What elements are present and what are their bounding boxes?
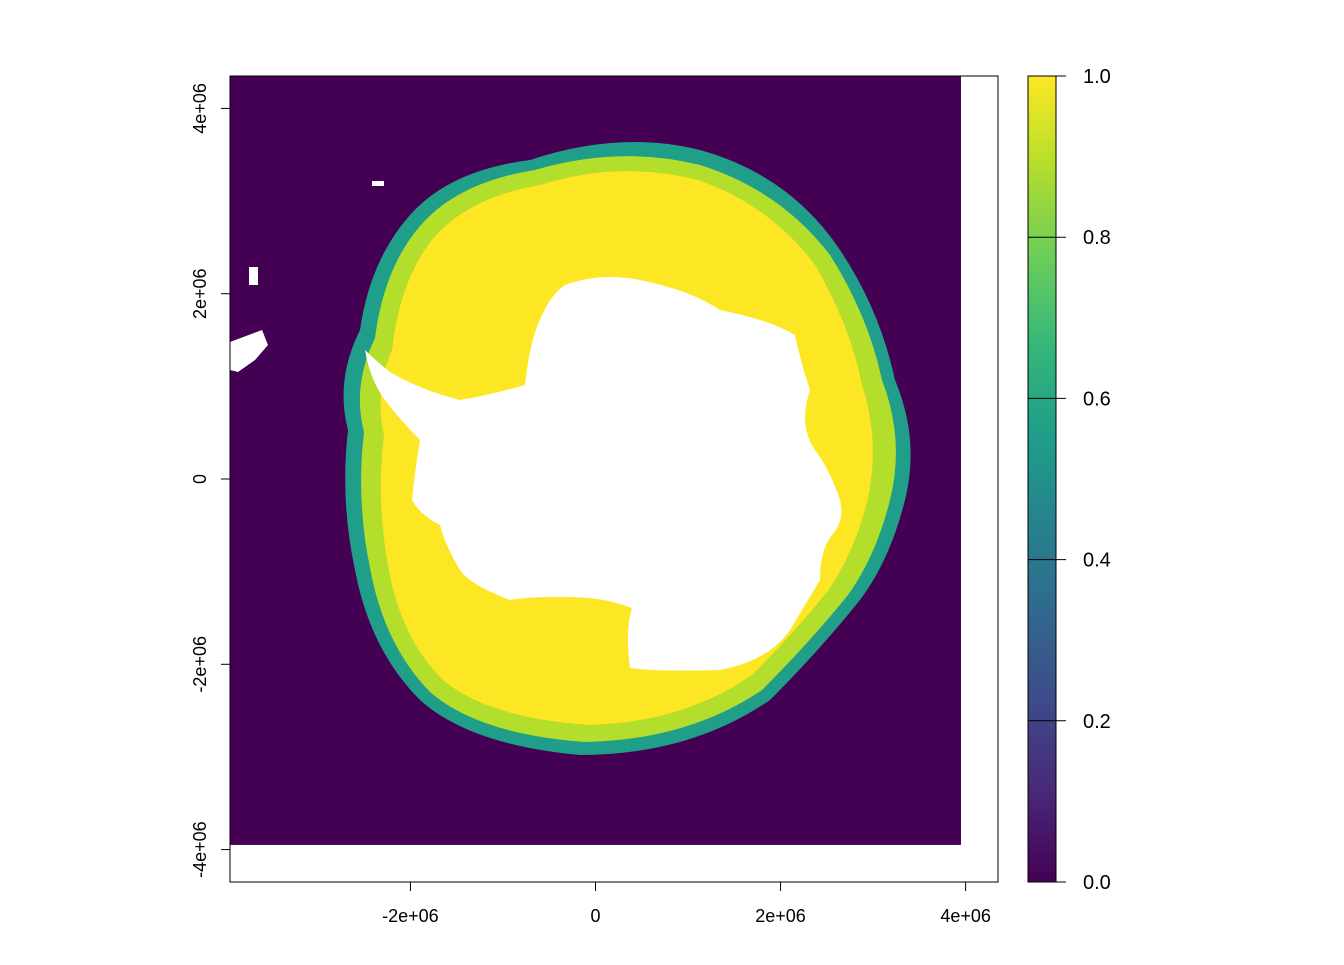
legend-axis: 0.0 0.2 0.4 0.6 0.8 1.0 xyxy=(1028,66,1111,894)
y-tick-label: -2e+06 xyxy=(190,636,210,693)
y-tick-label: 4e+06 xyxy=(190,83,210,134)
legend-tick-label: 0.8 xyxy=(1083,227,1111,249)
y-axis: 4e+06 2e+06 0 -2e+06 -4e+06 xyxy=(190,83,231,878)
land-patch-3 xyxy=(230,330,268,372)
land-patch-1 xyxy=(372,181,384,186)
x-tick-label: 4e+06 xyxy=(940,906,991,926)
legend-tick-label: 0.6 xyxy=(1083,388,1111,410)
land-patch-2 xyxy=(249,267,258,285)
y-tick-label: 0 xyxy=(190,474,210,484)
x-tick-label: 0 xyxy=(590,906,600,926)
antarctica-land xyxy=(365,276,842,671)
x-tick-label: -2e+06 xyxy=(382,906,439,926)
legend-tick-label: 0.2 xyxy=(1083,711,1111,733)
y-tick-label: -4e+06 xyxy=(190,821,210,878)
legend-tick-label: 0.0 xyxy=(1083,872,1111,894)
y-tick-label: 2e+06 xyxy=(190,268,210,319)
x-tick-label: 2e+06 xyxy=(755,906,806,926)
legend-tick-label: 0.4 xyxy=(1083,550,1111,572)
x-axis: -2e+06 0 2e+06 4e+06 xyxy=(382,881,991,926)
legend-colorbar xyxy=(1027,75,1057,883)
legend-tick-label: 1.0 xyxy=(1083,66,1111,88)
